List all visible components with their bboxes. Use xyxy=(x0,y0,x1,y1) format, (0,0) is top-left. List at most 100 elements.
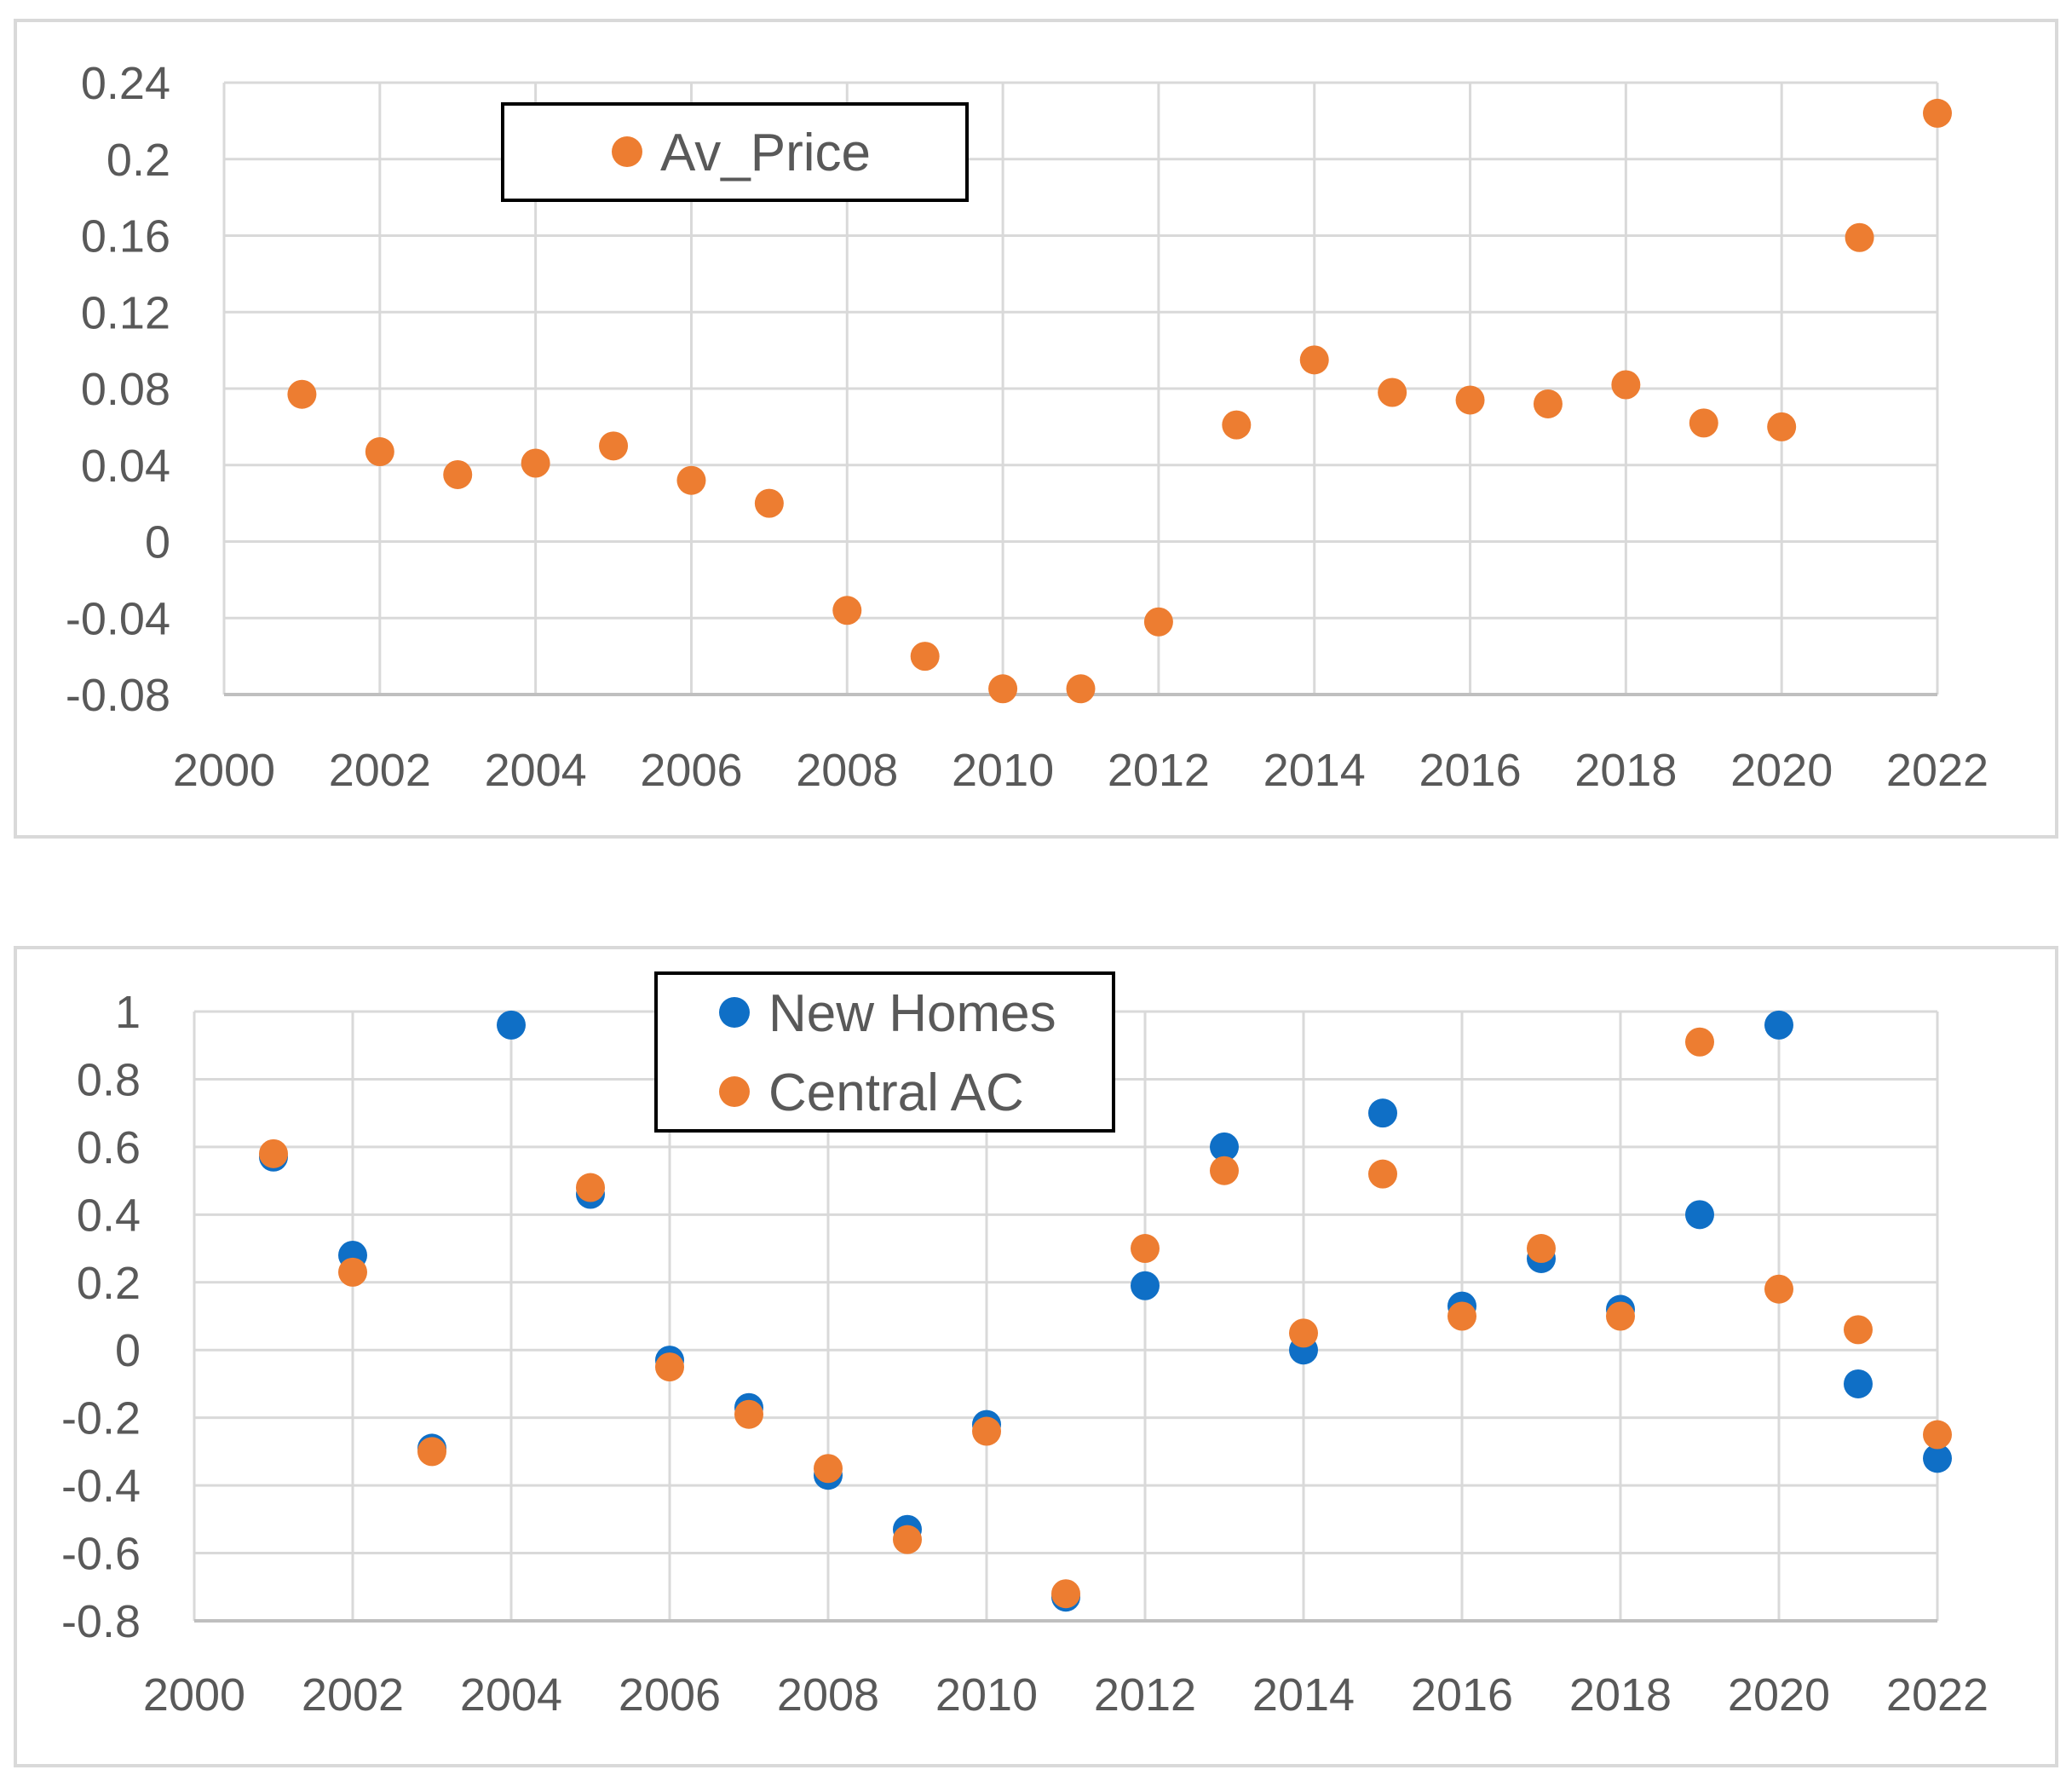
data-point-av-price-2012 xyxy=(1143,607,1173,637)
y-tick-label: 0.08 xyxy=(81,364,170,415)
data-point-new-homes-2012 xyxy=(1131,1271,1160,1300)
legend-marker-new-homes xyxy=(719,997,750,1028)
x-tick-label: 2010 xyxy=(935,1669,1038,1721)
data-point-av-price-2015 xyxy=(1378,378,1407,407)
y-tick-label: -0.08 xyxy=(66,670,170,721)
y-tick-label: 0.24 xyxy=(81,58,170,109)
y-tick-label: 0.6 xyxy=(77,1122,141,1173)
data-point-central-ac-2002 xyxy=(338,1257,367,1287)
data-point-central-ac-2022 xyxy=(1923,1420,1952,1450)
x-tick-label: 2016 xyxy=(1411,1669,1513,1721)
y-tick-label: 0.2 xyxy=(106,135,170,186)
data-point-central-ac-2012 xyxy=(1131,1234,1160,1264)
x-tick-label: 2022 xyxy=(1886,745,1989,796)
y-tick-label: 0 xyxy=(115,1325,141,1376)
y-tick-label: -0.8 xyxy=(61,1596,141,1647)
data-point-new-homes-2022 xyxy=(1923,1444,1952,1473)
x-tick-label: 2018 xyxy=(1574,745,1677,796)
x-tick-label: 2008 xyxy=(777,1669,879,1721)
y-tick-label: -0.2 xyxy=(61,1393,141,1444)
data-point-av-price-2018 xyxy=(1611,370,1641,400)
y-tick-label: 0.12 xyxy=(81,287,170,338)
chart1-legend: Av_Price xyxy=(501,102,969,202)
x-tick-label: 2012 xyxy=(1094,1669,1196,1721)
data-point-central-ac-2011 xyxy=(1051,1579,1080,1609)
chart2-x-axis: 2000 2002 2004 2006 2008 2010 2012 2014 2016 2018… xyxy=(143,1669,1989,1721)
x-tick-label: 2018 xyxy=(1569,1669,1672,1721)
x-tick-label: 2004 xyxy=(485,745,587,796)
data-point-central-ac-2014 xyxy=(1289,1318,1318,1348)
data-point-av-price-2014 xyxy=(1299,345,1329,375)
legend-label-new-homes: New Homes xyxy=(768,984,1056,1043)
y-tick-label: -0.6 xyxy=(61,1529,141,1580)
data-point-av-price-2008 xyxy=(832,596,862,625)
data-point-central-ac-2016 xyxy=(1448,1301,1476,1331)
data-point-central-ac-2005 xyxy=(576,1173,605,1202)
data-point-av-price-2009 xyxy=(910,642,940,672)
data-point-central-ac-2008 xyxy=(814,1454,843,1484)
data-point-new-homes-2015 xyxy=(1368,1098,1397,1128)
legend-label-av-price: Av_Price xyxy=(660,124,871,182)
x-tick-label: 2000 xyxy=(143,1669,245,1721)
chart1-legend-box xyxy=(501,102,969,202)
data-point-central-ac-2018 xyxy=(1606,1301,1635,1331)
data-point-av-price-2001 xyxy=(287,379,317,409)
data-point-av-price-2011 xyxy=(1066,674,1096,704)
x-tick-label: 2000 xyxy=(173,745,275,796)
data-point-av-price-2004 xyxy=(521,448,550,478)
data-point-central-ac-2001 xyxy=(259,1138,288,1168)
data-point-central-ac-2003 xyxy=(417,1437,446,1467)
chart1-frame xyxy=(14,19,2058,839)
data-point-new-homes-2021 xyxy=(1844,1369,1873,1398)
y-tick-label: -0.4 xyxy=(61,1461,141,1512)
x-tick-label: 2022 xyxy=(1886,1669,1989,1721)
data-point-new-homes-2013 xyxy=(1210,1132,1239,1162)
x-tick-label: 2012 xyxy=(1108,745,1210,796)
data-point-av-price-2007 xyxy=(754,488,784,518)
data-point-new-homes-2020 xyxy=(1764,1010,1793,1040)
x-tick-label: 2004 xyxy=(460,1669,562,1721)
x-tick-label: 2008 xyxy=(796,745,898,796)
data-point-central-ac-2010 xyxy=(972,1416,1001,1446)
data-point-central-ac-2009 xyxy=(893,1525,922,1554)
data-point-new-homes-2019 xyxy=(1685,1200,1714,1230)
chart1-y-axis: 0.24 0.2 0.16 0.12 0.08 0.04 0 -0.04 -0.08 xyxy=(66,58,170,721)
y-tick-label: -0.04 xyxy=(66,593,170,644)
legend-label-central-ac: Central AC xyxy=(768,1064,1024,1122)
data-point-av-price-2017 xyxy=(1533,389,1563,418)
x-tick-label: 2010 xyxy=(952,745,1054,796)
data-point-central-ac-2020 xyxy=(1764,1274,1793,1304)
y-tick-label: 0.2 xyxy=(77,1258,141,1309)
y-tick-label: 1 xyxy=(115,987,141,1038)
x-tick-label: 2014 xyxy=(1263,745,1366,796)
y-tick-label: 0.16 xyxy=(81,211,170,262)
y-tick-label: 0 xyxy=(145,517,170,568)
x-tick-label: 2002 xyxy=(329,745,431,796)
chart1-data-points xyxy=(287,98,1952,704)
chart2-legend: New Homes Central AC xyxy=(654,971,1115,1133)
x-tick-label: 2014 xyxy=(1252,1669,1355,1721)
x-tick-label: 2002 xyxy=(302,1669,404,1721)
data-point-av-price-2003 xyxy=(443,459,473,489)
x-tick-label: 2020 xyxy=(1728,1669,1830,1721)
y-tick-label: 0.8 xyxy=(77,1054,141,1105)
data-point-central-ac-2019 xyxy=(1685,1027,1714,1057)
legend-marker-av-price xyxy=(612,136,642,167)
legend-marker-central-ac xyxy=(719,1076,750,1107)
x-tick-label: 2006 xyxy=(640,745,742,796)
y-tick-label: 0.4 xyxy=(77,1190,141,1241)
data-point-av-price-2021 xyxy=(1845,222,1874,252)
data-point-new-homes-2004 xyxy=(497,1010,526,1040)
data-point-av-price-2010 xyxy=(988,674,1018,704)
data-point-av-price-2013 xyxy=(1222,410,1252,440)
data-point-av-price-2022 xyxy=(1923,98,1952,128)
chart1-x-axis: 2000 2002 2004 2006 2008 2010 2012 2014 2016 2018… xyxy=(173,745,1989,796)
data-point-av-price-2006 xyxy=(676,465,706,495)
data-point-central-ac-2007 xyxy=(734,1399,763,1429)
data-point-central-ac-2017 xyxy=(1527,1234,1556,1264)
x-tick-label: 2020 xyxy=(1730,745,1833,796)
data-point-av-price-2020 xyxy=(1767,412,1797,441)
data-point-central-ac-2006 xyxy=(655,1352,684,1382)
data-point-av-price-2016 xyxy=(1455,385,1485,415)
